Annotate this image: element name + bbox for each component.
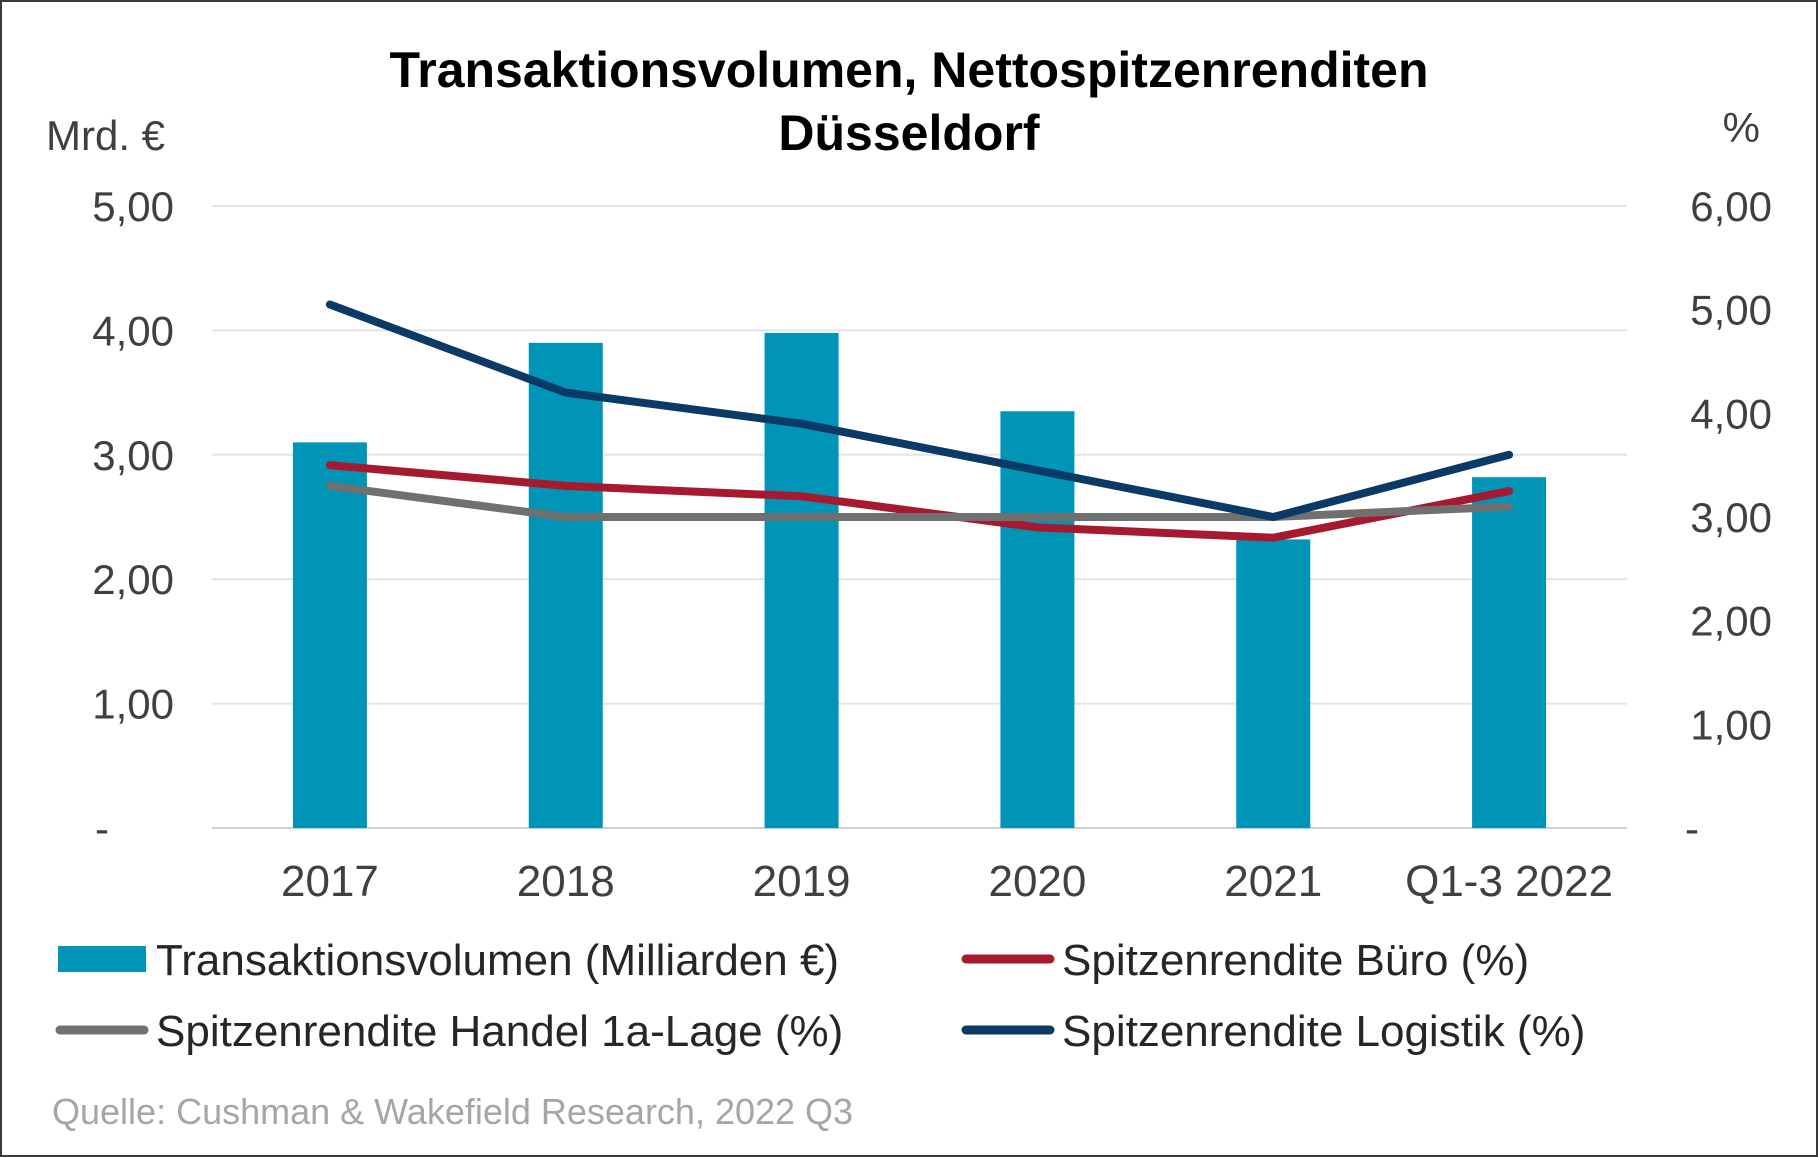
legend-label: Spitzenrendite Büro (%) <box>1062 936 1529 985</box>
legend-swatch <box>58 946 146 972</box>
left-axis-unit: Mrd. € <box>46 112 165 159</box>
x-axis-ticks: 2017 2018 2019 2020 2021 Q1-3 2022 <box>281 857 1613 906</box>
bar <box>528 342 603 828</box>
right-tick-label: 1,00 <box>1690 701 1772 748</box>
left-tick-label: - <box>95 805 109 852</box>
x-tick-label: 2020 <box>988 857 1086 906</box>
legend: Transaktionsvolumen (Milliarden €) Spitze… <box>55 936 1585 1056</box>
right-tick-label: 2,00 <box>1690 598 1772 645</box>
legend-label: Spitzenrendite Logistik (%) <box>1062 1007 1585 1056</box>
left-tick-label: 4,00 <box>92 307 174 354</box>
chart-title: Transaktionsvolumen, Nettospitzenrendite… <box>389 42 1428 98</box>
legend-label: Spitzenrendite Handel 1a-Lage (%) <box>156 1007 843 1056</box>
x-tick-label: 2019 <box>753 857 851 906</box>
legend-label: Transaktionsvolumen (Milliarden €) <box>156 936 839 985</box>
bar-series <box>292 332 1547 828</box>
bar <box>1472 477 1547 828</box>
left-axis-ticks: - 1,00 2,00 3,00 4,00 5,00 <box>92 183 174 852</box>
left-tick-label: 1,00 <box>92 681 174 728</box>
left-tick-label: 2,00 <box>92 556 174 603</box>
right-tick-label: 6,00 <box>1690 183 1772 230</box>
x-tick-label: 2017 <box>281 857 379 906</box>
x-tick-label: 2018 <box>517 857 615 906</box>
source-note: Quelle: Cushman & Wakefield Research, 20… <box>52 1091 853 1132</box>
left-tick-label: 5,00 <box>92 183 174 230</box>
bar <box>764 332 839 828</box>
right-tick-label: 3,00 <box>1690 494 1772 541</box>
line-series <box>325 300 1514 542</box>
x-tick-label: Q1-3 2022 <box>1405 857 1613 906</box>
right-tick-label: 5,00 <box>1690 287 1772 334</box>
gridlines <box>212 205 1627 829</box>
series-line <box>325 461 1514 542</box>
series-line <box>325 300 1514 521</box>
right-tick-label: - <box>1685 805 1699 852</box>
right-axis-ticks: - 1,00 2,00 3,00 4,00 5,00 6,00 <box>1685 183 1772 852</box>
x-tick-label: 2021 <box>1224 857 1322 906</box>
left-tick-label: 3,00 <box>92 432 174 479</box>
right-tick-label: 4,00 <box>1690 390 1772 437</box>
bar <box>1000 411 1075 828</box>
chart-subtitle: Düsseldorf <box>778 105 1040 161</box>
bar <box>1236 539 1311 828</box>
series-line <box>325 481 1514 521</box>
bar <box>292 442 367 828</box>
right-axis-unit: % <box>1723 104 1760 151</box>
